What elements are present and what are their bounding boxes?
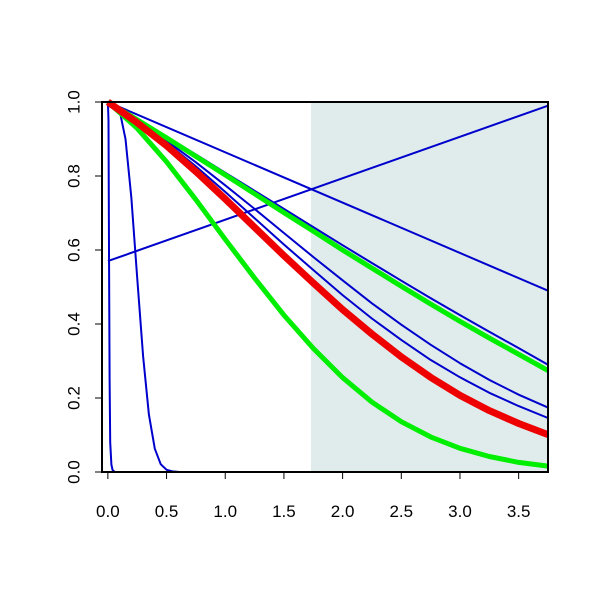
y-tick-label: 0.8 [65,164,84,188]
x-axis: 0.0 0.5 1.0 1.5 2.0 2.5 3.0 3.5 [96,472,530,521]
y-tick-label: 0.2 [65,386,84,410]
x-tick-label: 1.5 [272,502,296,521]
series-line-1 [107,101,549,292]
x-tick-label: 0.5 [155,502,179,521]
y-tick-label: 0.0 [65,460,84,484]
series-line-9 [106,100,549,469]
plot-frame [101,101,549,473]
y-tick-label: 1.0 [65,90,84,114]
series-line-2 [107,104,549,263]
y-axis: 0.0 0.2 0.4 0.6 0.8 1.0 [65,90,102,484]
x-tick-label: 0.0 [96,502,120,521]
series-line-10 [105,99,550,438]
x-tick-label: 2.0 [331,502,355,521]
series-layer [105,99,550,473]
x-tick-label: 2.5 [389,502,413,521]
y-tick-label: 0.6 [65,238,84,262]
y-tick-label: 0.4 [65,312,84,336]
series-line-4 [107,101,549,409]
x-tick-label: 1.0 [213,502,237,521]
x-tick-label: 3.0 [448,502,472,521]
shaded-region [310,102,548,472]
x-tick-label: 3.5 [507,502,531,521]
series-line-8 [106,99,550,373]
